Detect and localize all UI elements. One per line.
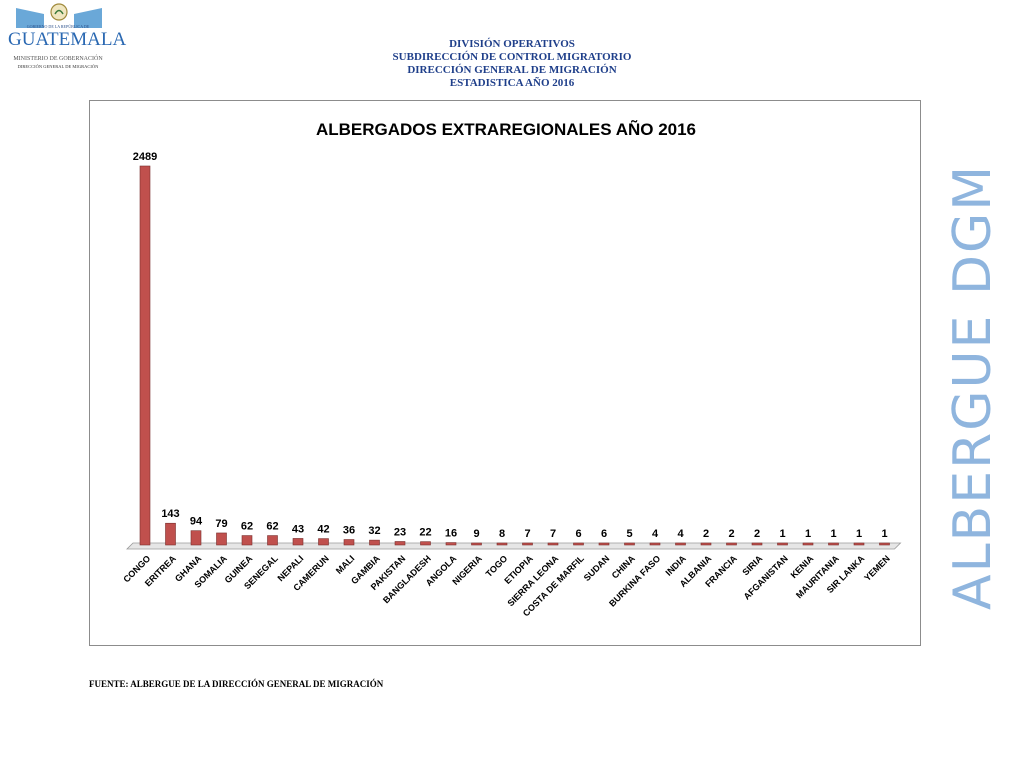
bar-francia — [726, 542, 737, 546]
category-label: SUDAN — [582, 553, 612, 583]
data-label: 7 — [550, 528, 556, 540]
bar-togo — [496, 542, 508, 546]
bar-chart: ALBERGADOS EXTRAREGIONALES AÑO 20162489C… — [121, 119, 902, 618]
data-label: 2 — [754, 528, 760, 540]
guatemala-logo: GOBIERNO DE LA REPÚBLICA DE GUATEMALA MI… — [8, 2, 127, 82]
bar-camerun — [318, 538, 329, 546]
data-label: 2489 — [133, 151, 157, 163]
data-label: 22 — [419, 527, 431, 539]
bar-eritrea — [165, 522, 176, 546]
bar-senegal — [267, 535, 278, 546]
source-note: FUENTE: ALBERGUE DE LA DIRECCIÓN GENERAL… — [89, 679, 384, 689]
bar-nepali — [292, 538, 304, 546]
bar-burkina-faso — [649, 542, 661, 546]
data-label: 1 — [856, 528, 862, 540]
chart-title: ALBERGADOS EXTRAREGIONALES AÑO 2016 — [316, 119, 696, 139]
data-label: 94 — [190, 516, 203, 528]
data-label: 9 — [473, 528, 479, 540]
data-label: 43 — [292, 523, 304, 535]
chart-frame: ALBERGADOS EXTRAREGIONALES AÑO 2016 2489 C… — [89, 100, 921, 646]
logo-wing-left — [16, 8, 44, 28]
bar-china — [624, 542, 635, 546]
data-label: 62 — [266, 521, 278, 533]
data-label: 32 — [368, 525, 380, 537]
data-label: 1 — [779, 528, 785, 540]
header-subdivision: SUBDIRECCIÓN DE CONTROL MIGRATORIO — [392, 51, 632, 63]
bar-angola — [445, 542, 457, 546]
logo-department: DIRECCIÓN GENERAL DE MIGRACIÓN — [17, 64, 99, 69]
bar-etiopia — [522, 542, 533, 546]
bar-pakistan — [394, 541, 406, 546]
bar-sudan — [598, 542, 610, 546]
data-label: 6 — [575, 528, 581, 540]
bar-congo — [139, 165, 151, 546]
data-label: 2 — [703, 528, 709, 540]
logo-government-text: GOBIERNO DE LA REPÚBLICA DE — [26, 24, 90, 29]
data-label: 1 — [881, 528, 887, 540]
data-label: 5 — [626, 528, 632, 540]
data-label: 62 — [241, 521, 253, 533]
bar-india — [675, 542, 686, 546]
bar-bangladesh — [420, 541, 431, 546]
data-label: 4 — [677, 528, 684, 540]
bar-gambia — [369, 539, 380, 546]
data-label: 16 — [445, 528, 457, 540]
bar-kenia — [802, 542, 814, 546]
data-label: 79 — [215, 518, 227, 530]
data-label: 143 — [161, 508, 179, 520]
bar-somalia — [216, 532, 227, 546]
bar-albania — [700, 542, 712, 546]
header-division: DIVISIÓN OPERATIVOS — [449, 38, 575, 50]
report-header: DIVISIÓN OPERATIVOS SUBDIRECCIÓN DE CONT… — [312, 38, 712, 90]
category-label: MALI — [334, 553, 357, 576]
bar-afganistan — [777, 542, 788, 546]
data-label: 4 — [652, 528, 659, 540]
data-label: 1 — [830, 528, 836, 540]
bar-mauritania — [828, 542, 839, 546]
bar-costa-de-marfil — [573, 542, 584, 546]
header-statistics-year: ESTADISTICA AÑO 2016 — [449, 77, 575, 89]
category-label: YEMEN — [862, 553, 892, 583]
bar-siria — [751, 542, 763, 546]
data-label: 2 — [728, 528, 734, 540]
header-directorate: DIRECCIÓN GENERAL DE MIGRACIÓN — [407, 64, 617, 76]
bar-ghana — [190, 530, 202, 546]
data-label: 8 — [499, 528, 505, 540]
bar-nigeria — [471, 542, 482, 546]
data-label: 36 — [343, 525, 355, 537]
data-label: 42 — [317, 524, 329, 536]
logo-wing-right — [74, 8, 102, 28]
data-label: 23 — [394, 526, 406, 538]
data-label: 6 — [601, 528, 607, 540]
bar-yemen — [879, 542, 890, 546]
data-label: 1 — [805, 528, 811, 540]
data-label: 7 — [524, 528, 530, 540]
bar-sir-lanka — [853, 542, 865, 546]
logo-country-name: GUATEMALA — [8, 29, 127, 50]
bar-sierra-leona — [547, 542, 559, 546]
bar-guinea — [241, 535, 253, 546]
bar-mali — [343, 539, 355, 546]
logo-ministry: MINISTERIO DE GOBERNACIÓN — [13, 56, 103, 62]
quetzal-seal-icon — [50, 3, 68, 21]
side-title: ALBERGUE DGM — [943, 163, 1003, 610]
